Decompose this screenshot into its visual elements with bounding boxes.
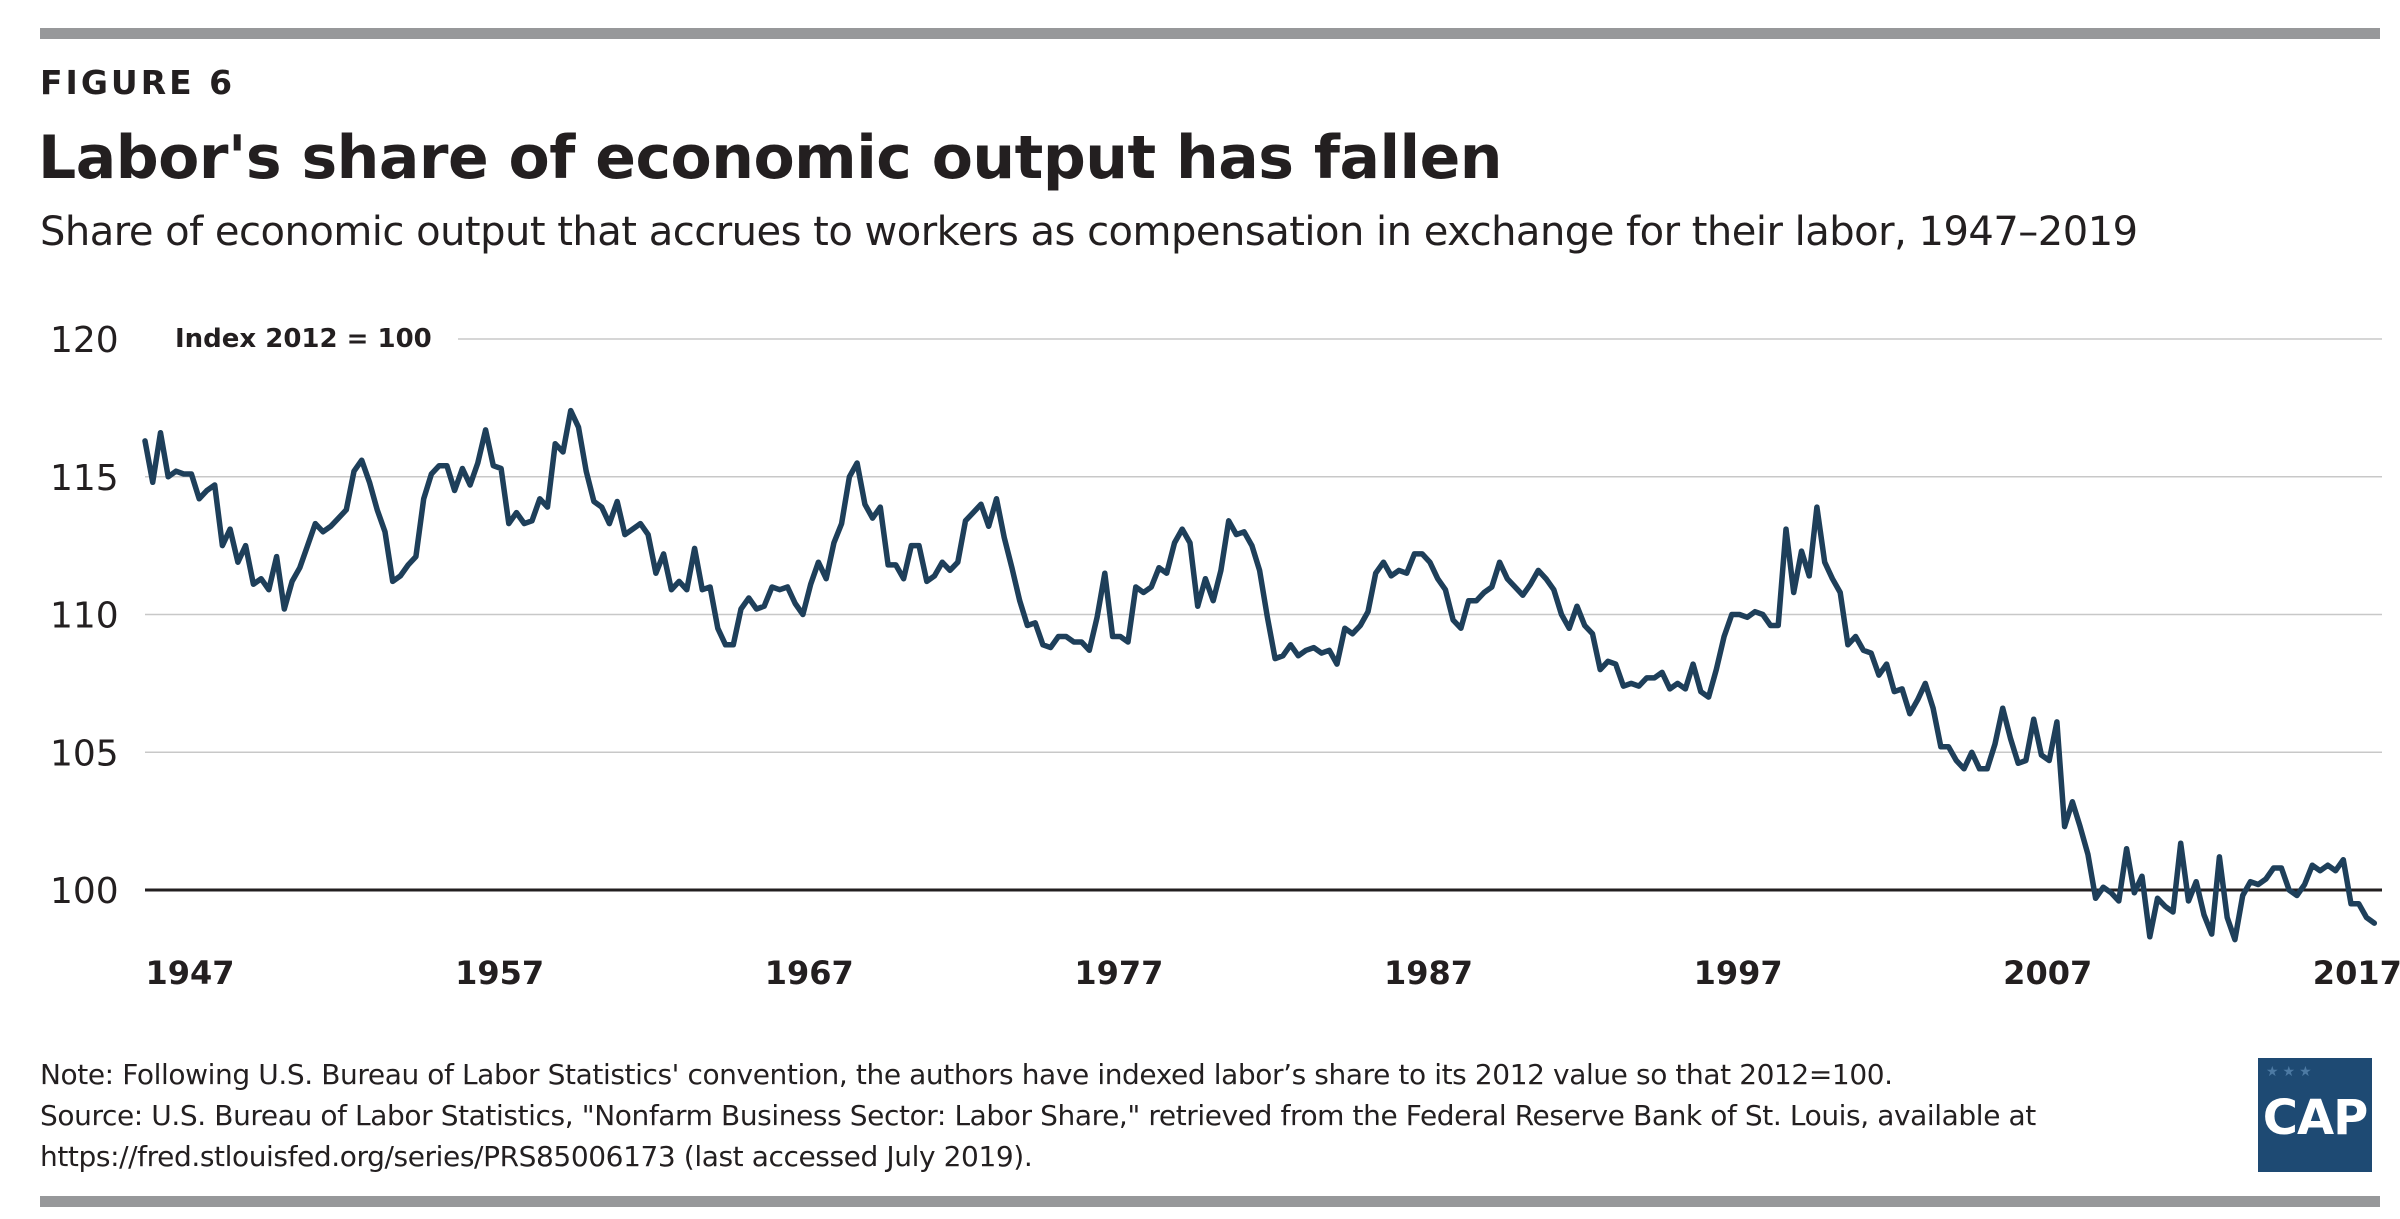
logo-stars-icon: ★★★ [2266, 1064, 2316, 1080]
x-tick-label: 2017 [2313, 954, 2400, 992]
x-axis-ticks: 1947 1957 1967 1977 1987 1997 2007 2017 [145, 954, 2400, 992]
x-tick-label: 1987 [1384, 954, 1473, 992]
x-tick-label: 2007 [2003, 954, 2092, 992]
series-line-labor-share [142, 407, 2378, 943]
source-text-line1: Source: U.S. Bureau of Labor Statistics,… [40, 1099, 2036, 1132]
source-url-line[interactable]: https://fred.stlouisfed.org/series/PRS85… [40, 1140, 1033, 1173]
figure-label: FIGURE 6 [40, 63, 236, 102]
x-tick-label: 1957 [455, 954, 544, 992]
note-text: Note: Following U.S. Bureau of Labor Sta… [40, 1058, 1893, 1091]
bottom-rule [40, 1196, 2380, 1207]
y-tick-label: 110 [50, 596, 119, 637]
x-tick-label: 1977 [1074, 954, 1163, 992]
gridlines [145, 338, 2382, 892]
cap-logo: ★★★ CAP [2258, 1058, 2372, 1172]
series-lines [142, 407, 2378, 943]
logo-text: CAP [2262, 1090, 2369, 1146]
y-axis-unit-label: Index 2012 = 100 [175, 324, 432, 354]
chart-subtitle: Share of economic output that accrues to… [40, 209, 2138, 255]
y-tick-label: 120 [50, 320, 119, 361]
chart-title: Labor's share of economic output has fal… [38, 123, 1503, 193]
x-tick-label: 1947 [145, 954, 234, 992]
y-axis-ticks: 120 115 110 105 100 [50, 320, 119, 912]
x-tick-label: 1997 [1694, 954, 1783, 992]
y-tick-label: 105 [50, 733, 119, 774]
top-rule [40, 28, 2380, 39]
x-tick-label: 1967 [765, 954, 854, 992]
y-tick-label: 115 [50, 458, 119, 499]
notes-block: Note: Following U.S. Bureau of Labor Sta… [40, 1054, 2036, 1177]
y-tick-label: 100 [50, 871, 119, 912]
